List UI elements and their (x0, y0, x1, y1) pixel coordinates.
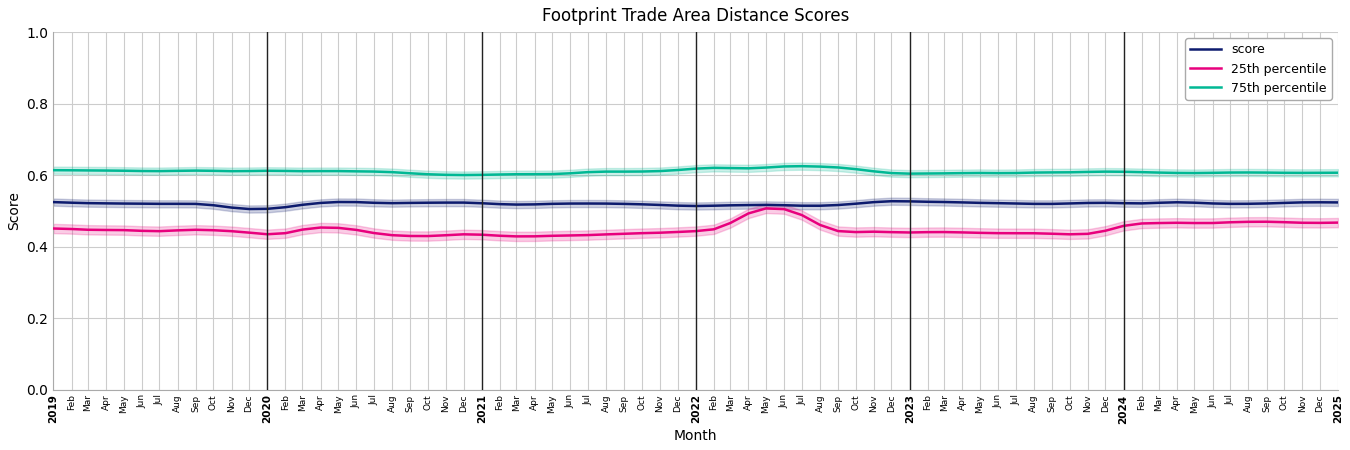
Line: score: score (54, 201, 1338, 209)
Title: Footprint Trade Area Distance Scores: Footprint Trade Area Distance Scores (541, 7, 849, 25)
X-axis label: Month: Month (674, 429, 717, 443)
Y-axis label: Score: Score (7, 191, 22, 230)
Line: 75th percentile: 75th percentile (54, 166, 1338, 175)
Legend: score, 25th percentile, 75th percentile: score, 25th percentile, 75th percentile (1185, 38, 1332, 100)
Line: 25th percentile: 25th percentile (54, 208, 1338, 236)
